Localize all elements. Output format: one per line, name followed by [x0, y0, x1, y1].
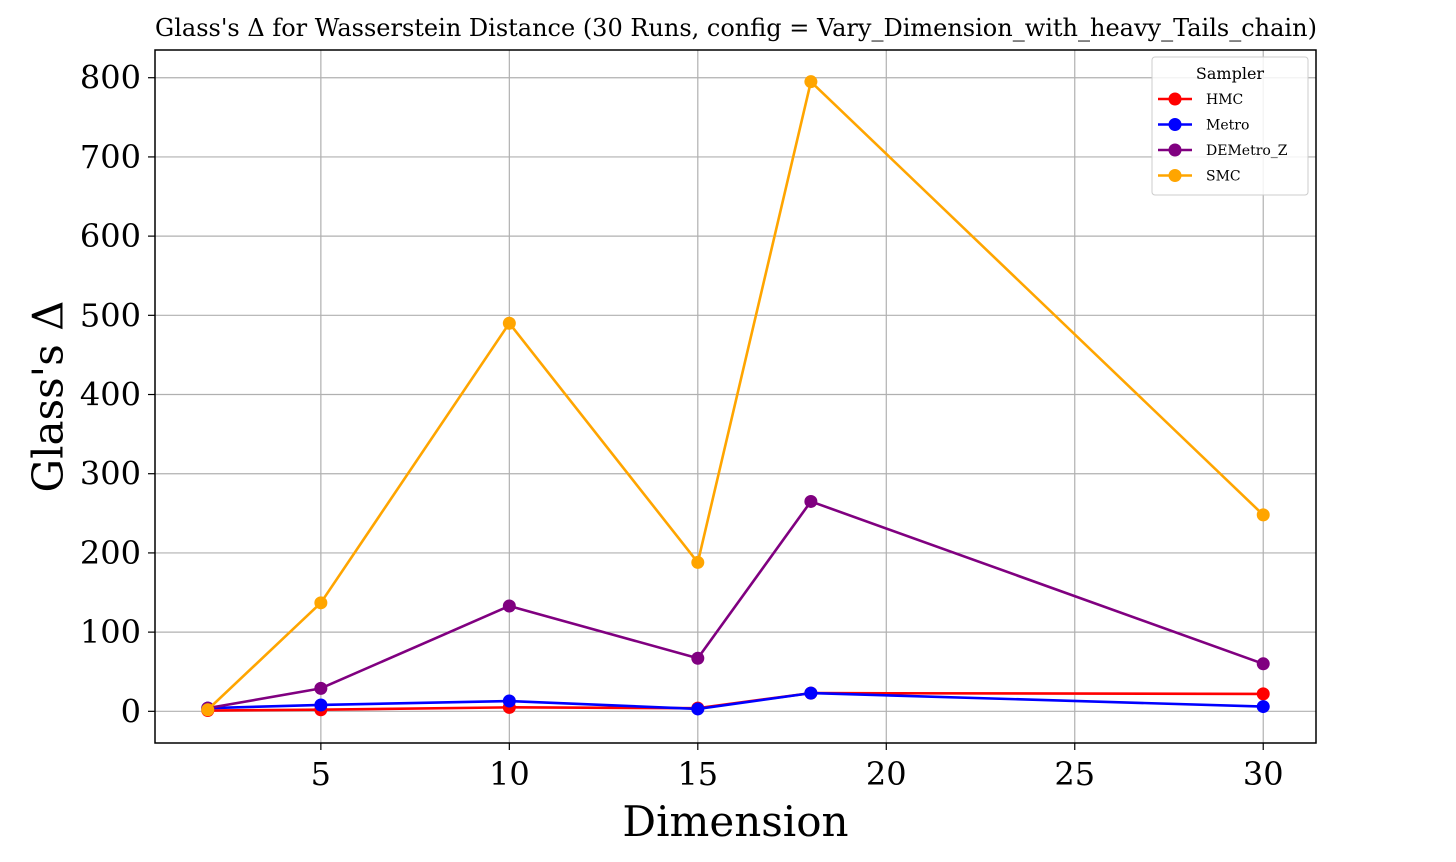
y-tick-label: 100 [80, 613, 141, 651]
data-point-smc [691, 555, 705, 569]
plot-frame [154, 49, 1317, 744]
legend: Sampler HMC Metro DEMetro_Z SMC [1151, 56, 1309, 196]
y-tick-label: 800 [80, 59, 141, 97]
data-point-smc [314, 596, 328, 610]
legend-item-smc: SMC [1158, 169, 1241, 185]
legend-label: SMC [1206, 169, 1241, 185]
series-line-demetro-z [207, 500, 1264, 710]
data-point-metro [314, 698, 328, 712]
y-tick-label: 400 [80, 376, 141, 414]
series-layer [201, 75, 1270, 718]
x-axis-title: Dimension [622, 797, 848, 846]
data-point-smc [804, 75, 818, 89]
series-smc [201, 75, 1270, 717]
x-axis: 5 10 15 20 25 30 [311, 743, 1284, 793]
data-point-demetro-z [804, 494, 818, 508]
y-tick-label: 500 [80, 296, 141, 334]
series-line-metro [207, 691, 1264, 711]
data-point-smc [201, 703, 215, 717]
data-point-metro [502, 694, 516, 708]
legend-marker [1168, 143, 1182, 157]
legend-label: DEMetro_Z [1206, 143, 1288, 159]
y-tick-label: 700 [80, 138, 141, 176]
legend-marker [1168, 169, 1182, 182]
series-line-smc [206, 80, 1265, 711]
y-axis-title: Glass's Δ [24, 301, 73, 493]
x-tick-label: 30 [1243, 755, 1284, 793]
legend-label: HMC [1206, 92, 1243, 108]
series-demetro-z [201, 494, 1270, 715]
data-point-metro [691, 702, 705, 716]
legend-title: Sampler [1196, 64, 1265, 83]
data-point-smc [502, 316, 516, 330]
legend-item-metro: Metro [1158, 118, 1249, 134]
x-tick-label: 25 [1054, 755, 1095, 793]
legend-marker [1168, 92, 1182, 106]
y-tick-label: 300 [80, 455, 141, 493]
x-tick-label: 5 [311, 755, 331, 793]
data-point-hmc [1256, 687, 1270, 701]
legend-item-demetro-z: DEMetro_Z [1158, 143, 1288, 159]
legend-marker [1168, 118, 1182, 131]
data-point-demetro-z [314, 681, 328, 695]
legend-item-hmc: HMC [1158, 92, 1243, 108]
data-point-smc [1256, 508, 1270, 522]
y-axis: 0 100 200 300 400 500 600 700 800 [80, 59, 155, 730]
y-tick-label: 0 [121, 692, 141, 730]
legend-box [1151, 56, 1309, 196]
data-point-metro [804, 686, 818, 700]
data-point-demetro-z [691, 651, 705, 665]
y-tick-label: 200 [80, 534, 141, 572]
x-tick-label: 20 [866, 755, 907, 793]
x-tick-label: 15 [677, 755, 718, 793]
x-tick-label: 10 [489, 755, 530, 793]
y-tick-label: 600 [80, 217, 141, 255]
series-line-hmc [207, 691, 1264, 712]
data-point-metro [1256, 700, 1270, 714]
data-point-demetro-z [502, 599, 516, 613]
data-point-demetro-z [1256, 657, 1270, 671]
legend-label: Metro [1206, 118, 1249, 134]
chart-title: Glass's Δ for Wasserstein Distance (30 R… [155, 14, 1317, 42]
series-metro [201, 686, 1270, 716]
